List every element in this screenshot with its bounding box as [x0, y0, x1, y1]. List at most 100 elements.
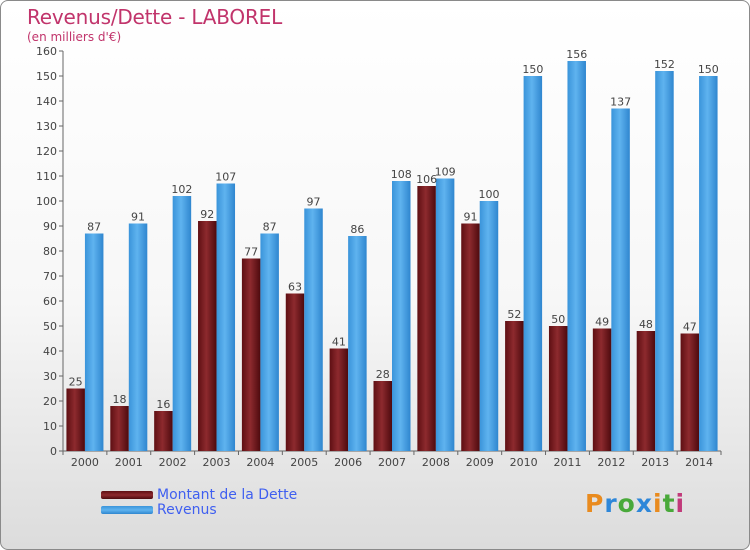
bar-revenus [260, 233, 279, 451]
x-tick-label: 2013 [641, 456, 669, 469]
data-label-dette: 50 [551, 313, 565, 326]
legend-swatch-dette [101, 490, 153, 499]
bar-revenus [84, 233, 104, 451]
data-label-revenus: 97 [307, 196, 321, 209]
data-label-revenus: 152 [654, 58, 675, 71]
brand-letter: t [662, 489, 676, 518]
bar-dette [154, 411, 173, 451]
x-tick-label: 2000 [71, 456, 99, 469]
data-label-dette: 92 [200, 208, 214, 221]
data-label-dette: 52 [507, 308, 521, 321]
brand-letter: P [585, 489, 605, 518]
legend-label-revenus: Revenus [157, 501, 217, 518]
bar-revenus [392, 181, 411, 451]
bar-dette [417, 186, 436, 451]
data-label-dette: 49 [595, 316, 609, 329]
data-label-revenus: 100 [478, 188, 499, 201]
x-tick-label: 2010 [510, 456, 538, 469]
brand-letter: o [617, 489, 636, 518]
data-label-revenus: 156 [566, 48, 587, 61]
y-tick-label: 10 [43, 420, 57, 433]
bar-revenus [348, 236, 367, 451]
x-tick-label: 2008 [422, 456, 450, 469]
y-tick-label: 100 [36, 195, 57, 208]
legend-item-revenus: Revenus [101, 501, 297, 518]
bar-revenus [611, 108, 630, 451]
brand-letter: i [675, 489, 686, 518]
data-label-dette: 48 [639, 318, 653, 331]
x-tick-label: 2012 [597, 456, 625, 469]
x-tick-label: 2009 [466, 456, 494, 469]
bar-revenus [435, 178, 455, 451]
bar-revenus [479, 201, 499, 451]
bar-dette [329, 348, 349, 451]
bar-revenus [699, 76, 718, 451]
bar-revenus [216, 183, 236, 451]
bar-dette [110, 406, 129, 451]
y-tick-label: 130 [36, 120, 57, 133]
y-tick-label: 150 [36, 70, 57, 83]
data-label-revenus: 107 [215, 171, 236, 184]
data-label-revenus: 109 [435, 166, 456, 179]
brand-letter: i [653, 489, 663, 518]
bar-dette [66, 388, 85, 451]
bar-dette [373, 381, 392, 451]
bar-revenus [655, 71, 674, 451]
data-label-dette: 63 [288, 281, 302, 294]
data-label-dette: 28 [376, 368, 390, 381]
bar-dette [241, 258, 261, 451]
y-tick-label: 140 [36, 95, 57, 108]
x-tick-label: 2004 [246, 456, 274, 469]
y-tick-label: 160 [36, 45, 57, 58]
bar-dette [636, 331, 656, 451]
y-tick-label: 90 [43, 220, 57, 233]
data-label-revenus: 102 [171, 183, 192, 196]
y-tick-label: 70 [43, 270, 57, 283]
y-tick-label: 60 [43, 295, 57, 308]
legend-item-dette: Montant de la Dette [101, 486, 298, 503]
data-label-dette: 16 [156, 398, 170, 411]
y-tick-label: 110 [36, 170, 57, 183]
bar-dette [285, 293, 305, 451]
bar-dette [592, 328, 612, 451]
bar-revenus [523, 76, 543, 451]
brand-letter: x [635, 489, 653, 518]
y-tick-label: 30 [43, 370, 57, 383]
data-label-dette: 106 [416, 173, 437, 186]
chart-title: Revenus/Dette - LABOREL [27, 5, 283, 29]
x-tick-label: 2002 [159, 456, 187, 469]
chart-subtitle: (en milliers d'€) [27, 30, 122, 44]
data-label-dette: 25 [69, 376, 83, 389]
y-tick-label: 80 [43, 245, 57, 258]
bar-dette [548, 326, 568, 451]
x-tick-label: 2006 [334, 456, 362, 469]
y-tick-label: 40 [43, 345, 57, 358]
data-label-revenus: 86 [350, 223, 364, 236]
bar-revenus [128, 223, 148, 451]
data-label-revenus: 150 [522, 63, 543, 76]
data-label-revenus: 137 [610, 96, 631, 109]
data-label-revenus: 150 [698, 63, 719, 76]
y-tick-label: 0 [50, 445, 57, 458]
data-label-dette: 41 [332, 336, 346, 349]
data-label-revenus: 87 [263, 221, 277, 234]
x-tick-label: 2003 [203, 456, 231, 469]
legend: Montant de la Dette Revenus [101, 486, 298, 518]
bar-revenus [304, 208, 323, 451]
x-tick-label: 2005 [290, 456, 318, 469]
bar-dette [198, 221, 217, 451]
legend-label-dette: Montant de la Dette [157, 486, 298, 503]
bar-dette [461, 223, 480, 451]
data-label-dette: 91 [463, 211, 477, 224]
x-tick-label: 2014 [685, 456, 713, 469]
data-label-revenus: 91 [131, 211, 145, 224]
data-label-dette: 47 [683, 321, 697, 334]
y-tick-label: 50 [43, 320, 57, 333]
legend-swatch-revenus [101, 505, 153, 514]
bar-revenus [172, 196, 192, 451]
brand-letter: r [604, 489, 618, 518]
data-label-revenus: 108 [391, 168, 412, 181]
bar-dette [505, 321, 524, 451]
